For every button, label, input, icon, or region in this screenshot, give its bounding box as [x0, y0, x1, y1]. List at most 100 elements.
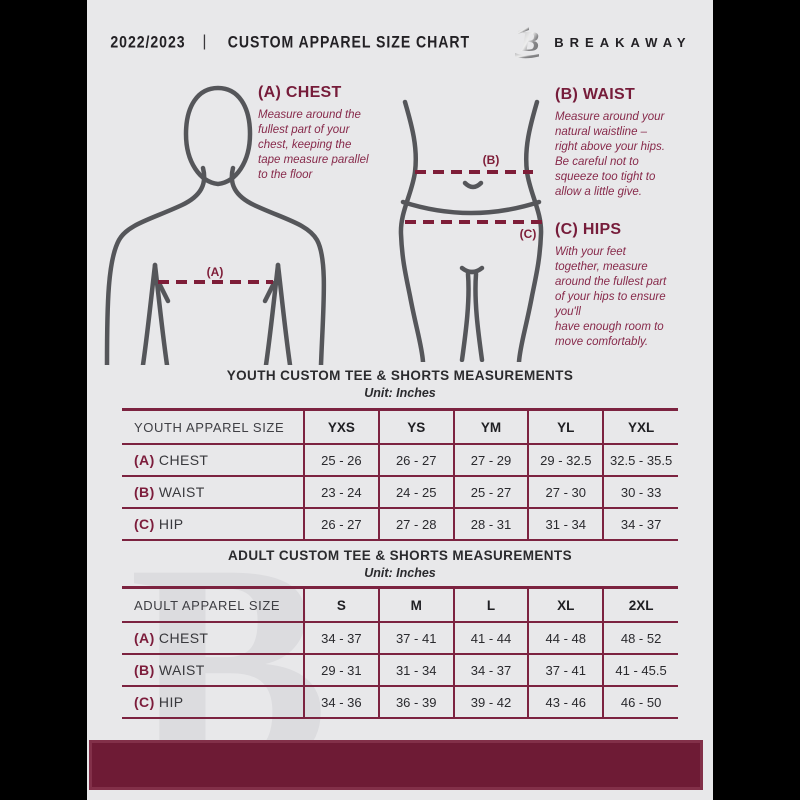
- measurement-value: 39 - 42: [452, 686, 529, 718]
- measurement-value: 37 - 41: [377, 622, 454, 654]
- brand-name: BREAKAWAY: [554, 34, 692, 50]
- page-title: CUSTOM APPAREL SIZE CHART: [228, 32, 471, 52]
- waist-heading: (B) WAIST: [555, 86, 636, 103]
- waist-instructions: (B) WAIST Measure around your natural wa…: [555, 86, 710, 200]
- measurement-row: (C) HIP 26 - 27 27 - 28 28 - 31 31 - 34 34 - …: [122, 508, 678, 540]
- hips-instructions: (C) HIPS With your feet together, measur…: [555, 221, 710, 350]
- figure-left-side: [398, 99, 426, 362]
- measurement-value: 34 - 37: [303, 622, 379, 654]
- measurement-value: 30 - 33: [602, 476, 678, 508]
- measurement-value: 26 - 27: [303, 508, 379, 540]
- size-column-header: 2XL: [602, 587, 678, 622]
- figure-crotch: [459, 265, 485, 275]
- footer-bar: [89, 740, 703, 790]
- measurement-label: (C) HIP: [134, 694, 184, 710]
- measurement-label: (B) WAIST: [134, 662, 205, 678]
- hips-line-label: (C): [520, 227, 537, 241]
- measurement-label-prefix: (B): [134, 484, 155, 500]
- chest-line-label: (A): [207, 265, 224, 279]
- measurement-row: (A) CHEST 34 - 37 37 - 41 41 - 44 44 - 48 48 …: [122, 622, 678, 654]
- adult-table-title: ADULT CUSTOM TEE & SHORTS MEASUREMENTS: [228, 548, 572, 563]
- size-column-header: M: [377, 587, 454, 622]
- measurement-row: (A) CHEST 25 - 26 26 - 27 27 - 29 29 - 32.5 3…: [122, 444, 678, 476]
- brand-lockup: B BREAKAWAY: [514, 24, 691, 60]
- measurement-label: (A) CHEST: [134, 452, 209, 468]
- size-column-header: YM: [452, 409, 529, 444]
- size-column-header: XL: [527, 587, 604, 622]
- waist-line-label: (B): [483, 153, 500, 167]
- size-column-header: YL: [527, 409, 604, 444]
- measurement-value: 29 - 32.5: [527, 444, 604, 476]
- measurement-label: (C) HIP: [134, 516, 184, 532]
- size-column-header: S: [303, 587, 379, 622]
- header-divider: |: [202, 33, 207, 50]
- size-column-header: YXS: [303, 409, 379, 444]
- measurement-label: (B) WAIST: [134, 484, 205, 500]
- measurement-value: 34 - 37: [452, 654, 529, 686]
- lower-body-figure: (B) (C): [398, 99, 547, 362]
- measurement-value: 27 - 29: [452, 444, 529, 476]
- measurement-label-prefix: (B): [134, 662, 155, 678]
- measurement-row: (C) HIP 34 - 36 36 - 39 39 - 42 43 - 46 46 - …: [122, 686, 678, 718]
- measurement-value: 26 - 27: [377, 444, 454, 476]
- header-year: 2022/2023: [110, 32, 186, 52]
- measurement-value: 34 - 37: [602, 508, 678, 540]
- measurement-row: (B) WAIST 23 - 24 24 - 25 25 - 27 27 - 30 30 …: [122, 476, 678, 508]
- figure-right-side: [516, 99, 544, 362]
- size-column-header: YS: [377, 409, 454, 444]
- size-header-row: YOUTH APPAREL SIZE YXS YS YM YL YXL: [122, 409, 678, 444]
- measurement-value: 41 - 44: [452, 622, 529, 654]
- figure-left-shoulder-arm: [104, 165, 207, 365]
- youth-size-table: YOUTH APPAREL SIZE YXS YS YM YL YXL (A) CHEST 2…: [122, 408, 678, 541]
- measurement-value: 34 - 36: [303, 686, 379, 718]
- chest-body-text: Measure around the fullest part of your …: [258, 109, 369, 181]
- svg-text:B: B: [519, 26, 539, 58]
- figure-head: [183, 85, 253, 187]
- upper-body-figure: (A): [104, 85, 327, 365]
- measurement-value: 48 - 52: [602, 622, 678, 654]
- measurement-value: 43 - 46: [527, 686, 604, 718]
- measurement-value: 37 - 41: [527, 654, 604, 686]
- measurement-value: 41 - 45.5: [602, 654, 678, 686]
- size-column-header: YXL: [602, 409, 678, 444]
- size-header-row: ADULT APPAREL SIZE S M L XL 2XL: [122, 587, 678, 622]
- measurement-value: 32.5 - 35.5: [602, 444, 678, 476]
- measurement-value: 27 - 28: [377, 508, 454, 540]
- measurement-value: 24 - 25: [377, 476, 454, 508]
- figure-navel: [462, 180, 484, 190]
- figure-hip-curve: [400, 199, 542, 216]
- youth-table-title: YOUTH CUSTOM TEE & SHORTS MEASUREMENTS: [226, 368, 574, 383]
- measurement-value: 31 - 34: [527, 508, 604, 540]
- adult-size-table: ADULT APPAREL SIZE S M L XL 2XL (A) CHEST 34 - …: [122, 586, 678, 719]
- hips-heading: (C) HIPS: [555, 221, 622, 238]
- measurement-label-prefix: (A): [134, 452, 155, 468]
- waist-body-text: Measure around your natural waistline – …: [555, 111, 665, 198]
- header: 2022/2023 | CUSTOM APPAREL SIZE CHART B: [87, 24, 713, 60]
- measurement-row: (B) WAIST 29 - 31 31 - 34 34 - 37 37 - 41 41 …: [122, 654, 678, 686]
- measurement-value: 25 - 27: [452, 476, 529, 508]
- chest-instructions: (A) CHEST Measure around the fullest par…: [258, 84, 393, 183]
- measurement-value: 44 - 48: [527, 622, 604, 654]
- size-column-header: L: [452, 587, 529, 622]
- measurement-value: 36 - 39: [377, 686, 454, 718]
- chest-heading: (A) CHEST: [258, 84, 342, 101]
- measurement-label: (A) CHEST: [134, 630, 209, 646]
- measurement-value: 23 - 24: [303, 476, 379, 508]
- breakaway-b-logo-icon: B: [515, 26, 540, 59]
- measurement-label-prefix: (C): [134, 694, 155, 710]
- adult-table-unit: Unit: Inches: [364, 566, 436, 580]
- measurement-value: 27 - 30: [527, 476, 604, 508]
- measurement-value: 31 - 34: [377, 654, 454, 686]
- measurement-label-prefix: (A): [134, 630, 155, 646]
- size-chart-document: 2022/2023 | CUSTOM APPAREL SIZE CHART B: [87, 0, 713, 800]
- row-label-column-header: YOUTH APPAREL SIZE: [134, 419, 285, 435]
- measurement-value: 25 - 26: [303, 444, 379, 476]
- row-label-column-header: ADULT APPAREL SIZE: [134, 597, 281, 613]
- youth-table-unit: Unit: Inches: [364, 386, 436, 400]
- measurement-value: 46 - 50: [602, 686, 678, 718]
- measurement-value: 29 - 31: [303, 654, 379, 686]
- figure-right-shoulder-arm: [229, 165, 327, 365]
- measurement-label-prefix: (C): [134, 516, 155, 532]
- measurement-value: 28 - 31: [452, 508, 529, 540]
